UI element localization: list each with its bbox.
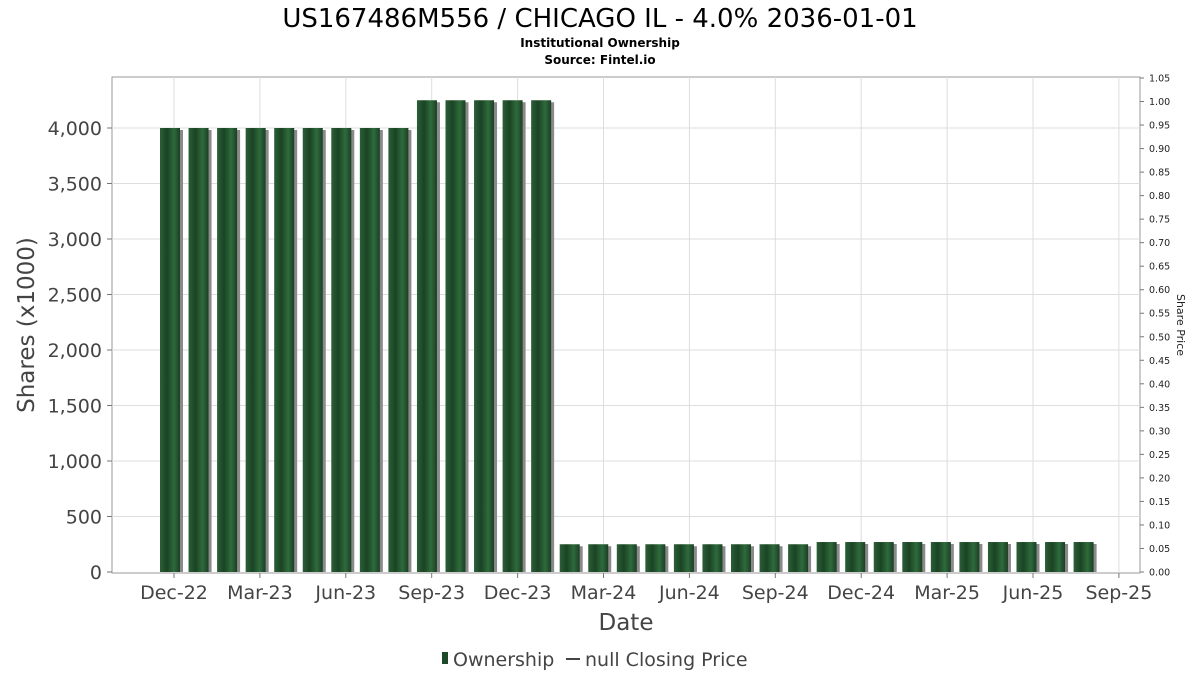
ownership-bar: [616, 544, 637, 572]
legend-price-label: null Closing Price: [585, 649, 748, 671]
ownership-bar: [645, 544, 666, 572]
ownership-bar: [531, 100, 552, 572]
y-tick-label: 2,000: [48, 340, 102, 362]
y2-tick-label: 0.80: [1149, 191, 1170, 202]
x-tick-label: Dec-24: [827, 582, 895, 604]
x-tick-label: Jun-23: [314, 582, 376, 604]
ownership-bar: [217, 128, 238, 572]
ownership-bar: [388, 128, 409, 572]
x-tick-label: Jun-25: [1002, 582, 1064, 604]
y2-tick-label: 0.35: [1149, 403, 1170, 414]
x-tick-label: Dec-23: [484, 582, 552, 604]
x-tick-label: Mar-23: [227, 582, 293, 604]
y2-tick-label: 0.60: [1149, 285, 1170, 296]
y-tick-label: 3,500: [48, 174, 102, 196]
ownership-bar: [1016, 542, 1037, 572]
ownership-bar: [816, 542, 837, 572]
legend-ownership-swatch: [442, 652, 448, 664]
ownership-bar: [1045, 542, 1066, 572]
bars: [160, 100, 1097, 572]
x-axis-label: Date: [599, 610, 654, 636]
y-tick-label: 4,000: [48, 118, 102, 140]
y2-tick-label: 0.45: [1149, 356, 1170, 367]
ownership-bar: [788, 544, 809, 572]
chart-source: Source: Fintel.io: [544, 53, 655, 67]
ownership-bar: [987, 542, 1008, 572]
y-tick-label: 0: [90, 562, 102, 584]
x-tick-label: Sep-24: [742, 582, 809, 604]
x-tick-label: Mar-24: [571, 582, 637, 604]
y2-tick-label: 0.25: [1149, 450, 1170, 461]
y2-tick-label: 0.75: [1149, 215, 1170, 226]
ownership-bar: [873, 542, 894, 572]
y-axis-ticks: 0 500 1,000 1,500 2,000 2,500 3,000 3,500 4,000: [48, 118, 112, 584]
ownership-bar: [302, 128, 323, 572]
ownership-bar: [188, 128, 209, 572]
ownership-bar: [502, 100, 523, 572]
y-tick-label: 3,000: [48, 229, 102, 251]
y2-tick-label: 0.65: [1149, 262, 1170, 273]
y2-tick-label: 0.15: [1149, 497, 1170, 508]
x-tick-label: Mar-25: [914, 582, 980, 604]
y-tick-label: 2,500: [48, 285, 102, 307]
y2-tick-label: 1.00: [1149, 97, 1170, 108]
y-tick-label: 500: [66, 507, 102, 529]
ownership-bar: [759, 544, 780, 572]
x-tick-label: Dec-22: [140, 582, 208, 604]
ownership-bar: [274, 128, 295, 572]
y2-axis-label: Share Price: [1174, 294, 1187, 356]
y2-tick-label: 0.40: [1149, 379, 1170, 390]
ownership-bar: [930, 542, 951, 572]
y2-tick-label: 1.05: [1149, 74, 1170, 85]
ownership-bar: [331, 128, 352, 572]
ownership-bar: [416, 100, 437, 572]
ownership-bar: [902, 542, 923, 572]
x-tick-label: Sep-23: [398, 582, 465, 604]
ownership-bar: [1073, 542, 1094, 572]
y2-axis-ticks: 0.00 0.05 0.10 0.15 0.20 0.25 0.30 0.35 0.40 0.45…: [1140, 74, 1170, 579]
ownership-bar: [702, 544, 723, 572]
y2-tick-label: 0.30: [1149, 426, 1170, 437]
y-axis-label: Shares (x1000): [14, 237, 40, 413]
ownership-bar: [959, 542, 980, 572]
legend: Ownership null Closing Price: [442, 649, 748, 671]
y2-tick-label: 0.95: [1149, 121, 1170, 132]
ownership-bar: [160, 128, 180, 572]
ownership-bar: [731, 544, 751, 572]
y2-tick-label: 0.55: [1149, 309, 1170, 320]
ownership-bar: [845, 542, 866, 572]
y2-tick-label: 0.05: [1149, 544, 1170, 555]
x-axis-ticks: Dec-22 Mar-23 Jun-23 Sep-23 Dec-23 Mar-24 Jun-…: [140, 573, 1152, 604]
x-tick-label: Jun-24: [658, 582, 720, 604]
ownership-bar: [245, 128, 266, 572]
y2-tick-label: 0.85: [1149, 168, 1170, 179]
y-tick-label: 1,000: [48, 451, 102, 473]
legend-ownership-label: Ownership: [453, 649, 554, 671]
x-tick-label: Sep-25: [1085, 582, 1152, 604]
y2-tick-label: 0.00: [1149, 568, 1170, 579]
y2-tick-label: 0.90: [1149, 144, 1170, 155]
ownership-bar: [559, 544, 580, 572]
y2-tick-label: 0.10: [1149, 520, 1170, 531]
ownership-bar: [474, 100, 495, 572]
ownership-bar: [673, 544, 694, 572]
y2-tick-label: 0.20: [1149, 473, 1170, 484]
ownership-bar: [445, 100, 466, 572]
chart-subtitle: Institutional Ownership: [520, 36, 680, 50]
y-tick-label: 1,500: [48, 396, 102, 418]
y2-tick-label: 0.70: [1149, 238, 1170, 249]
y2-tick-label: 0.50: [1149, 332, 1170, 343]
ownership-bar: [359, 128, 380, 572]
chart-title: US167486M556 / CHICAGO IL - 4.0% 2036-01…: [282, 4, 917, 34]
ownership-bar: [588, 544, 609, 572]
